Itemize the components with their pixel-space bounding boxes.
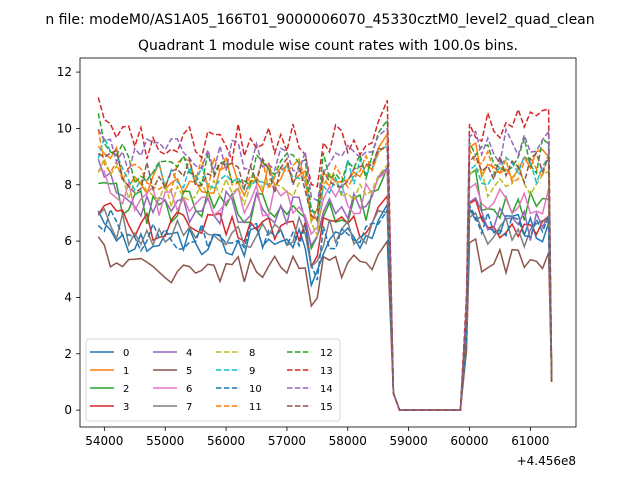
legend-label-5: 5 xyxy=(186,366,192,377)
x-tick-label: 59000 xyxy=(390,434,428,448)
x-tick-label: 54000 xyxy=(85,434,123,448)
chart-title: Quadrant 1 module wise count rates with … xyxy=(138,38,518,54)
series-layer xyxy=(97,97,553,411)
legend-label-1: 1 xyxy=(123,366,129,377)
y-axis: 0 2 4 6 8 10 12 xyxy=(57,65,80,417)
series-line-3 xyxy=(97,193,553,411)
x-axis: 54000 55000 56000 57000 58000 59000 60000 61000 xyxy=(85,427,549,448)
legend-label-10: 10 xyxy=(249,384,262,395)
legend-label-0: 0 xyxy=(123,348,129,359)
x-tick-label: 60000 xyxy=(450,434,488,448)
legend-label-12: 12 xyxy=(320,348,333,359)
legend-box xyxy=(85,338,341,422)
legend-label-2: 2 xyxy=(123,384,129,395)
series-line-6 xyxy=(98,168,553,411)
series-line-11 xyxy=(97,129,553,411)
y-tick-label: 12 xyxy=(57,65,72,79)
plot-frame xyxy=(79,57,577,428)
series-line-8 xyxy=(97,156,553,411)
legend-label-9: 9 xyxy=(249,366,255,377)
series-line-0 xyxy=(97,201,553,411)
series-line-13 xyxy=(97,97,553,411)
series-line-15 xyxy=(97,147,553,411)
y-tick-label: 4 xyxy=(64,290,72,304)
legend-label-4: 4 xyxy=(186,348,192,359)
legend-label-8: 8 xyxy=(249,348,255,359)
y-tick-label: 2 xyxy=(64,347,72,361)
legend-label-14: 14 xyxy=(320,384,333,395)
x-tick-label: 61000 xyxy=(511,434,549,448)
x-offset-label: +4.456e8 xyxy=(517,454,576,468)
y-tick-label: 8 xyxy=(64,178,72,192)
legend-label-13: 13 xyxy=(320,366,333,377)
series-line-2 xyxy=(98,167,553,411)
y-tick-label: 10 xyxy=(57,121,72,135)
figure-suptitle: n file: modeM0/AS1A05_166T01_9000006070_… xyxy=(45,12,594,28)
legend-label-6: 6 xyxy=(186,384,192,395)
y-tick-label: 0 xyxy=(64,403,72,417)
series-line-1 xyxy=(97,131,553,411)
y-tick-label: 6 xyxy=(64,234,72,248)
series-line-12 xyxy=(97,113,553,411)
series-line-10 xyxy=(97,202,553,411)
series-line-7 xyxy=(97,207,553,411)
series-line-5 xyxy=(97,236,553,411)
legend-label-15: 15 xyxy=(320,402,333,413)
legend-label-11: 11 xyxy=(249,402,262,413)
x-tick-label: 55000 xyxy=(146,434,184,448)
series-line-4 xyxy=(97,158,553,411)
x-tick-label: 57000 xyxy=(268,434,306,448)
legend-label-3: 3 xyxy=(123,402,129,413)
x-tick-label: 58000 xyxy=(329,434,367,448)
legend-label-7: 7 xyxy=(186,402,192,413)
x-tick-label: 56000 xyxy=(207,434,245,448)
